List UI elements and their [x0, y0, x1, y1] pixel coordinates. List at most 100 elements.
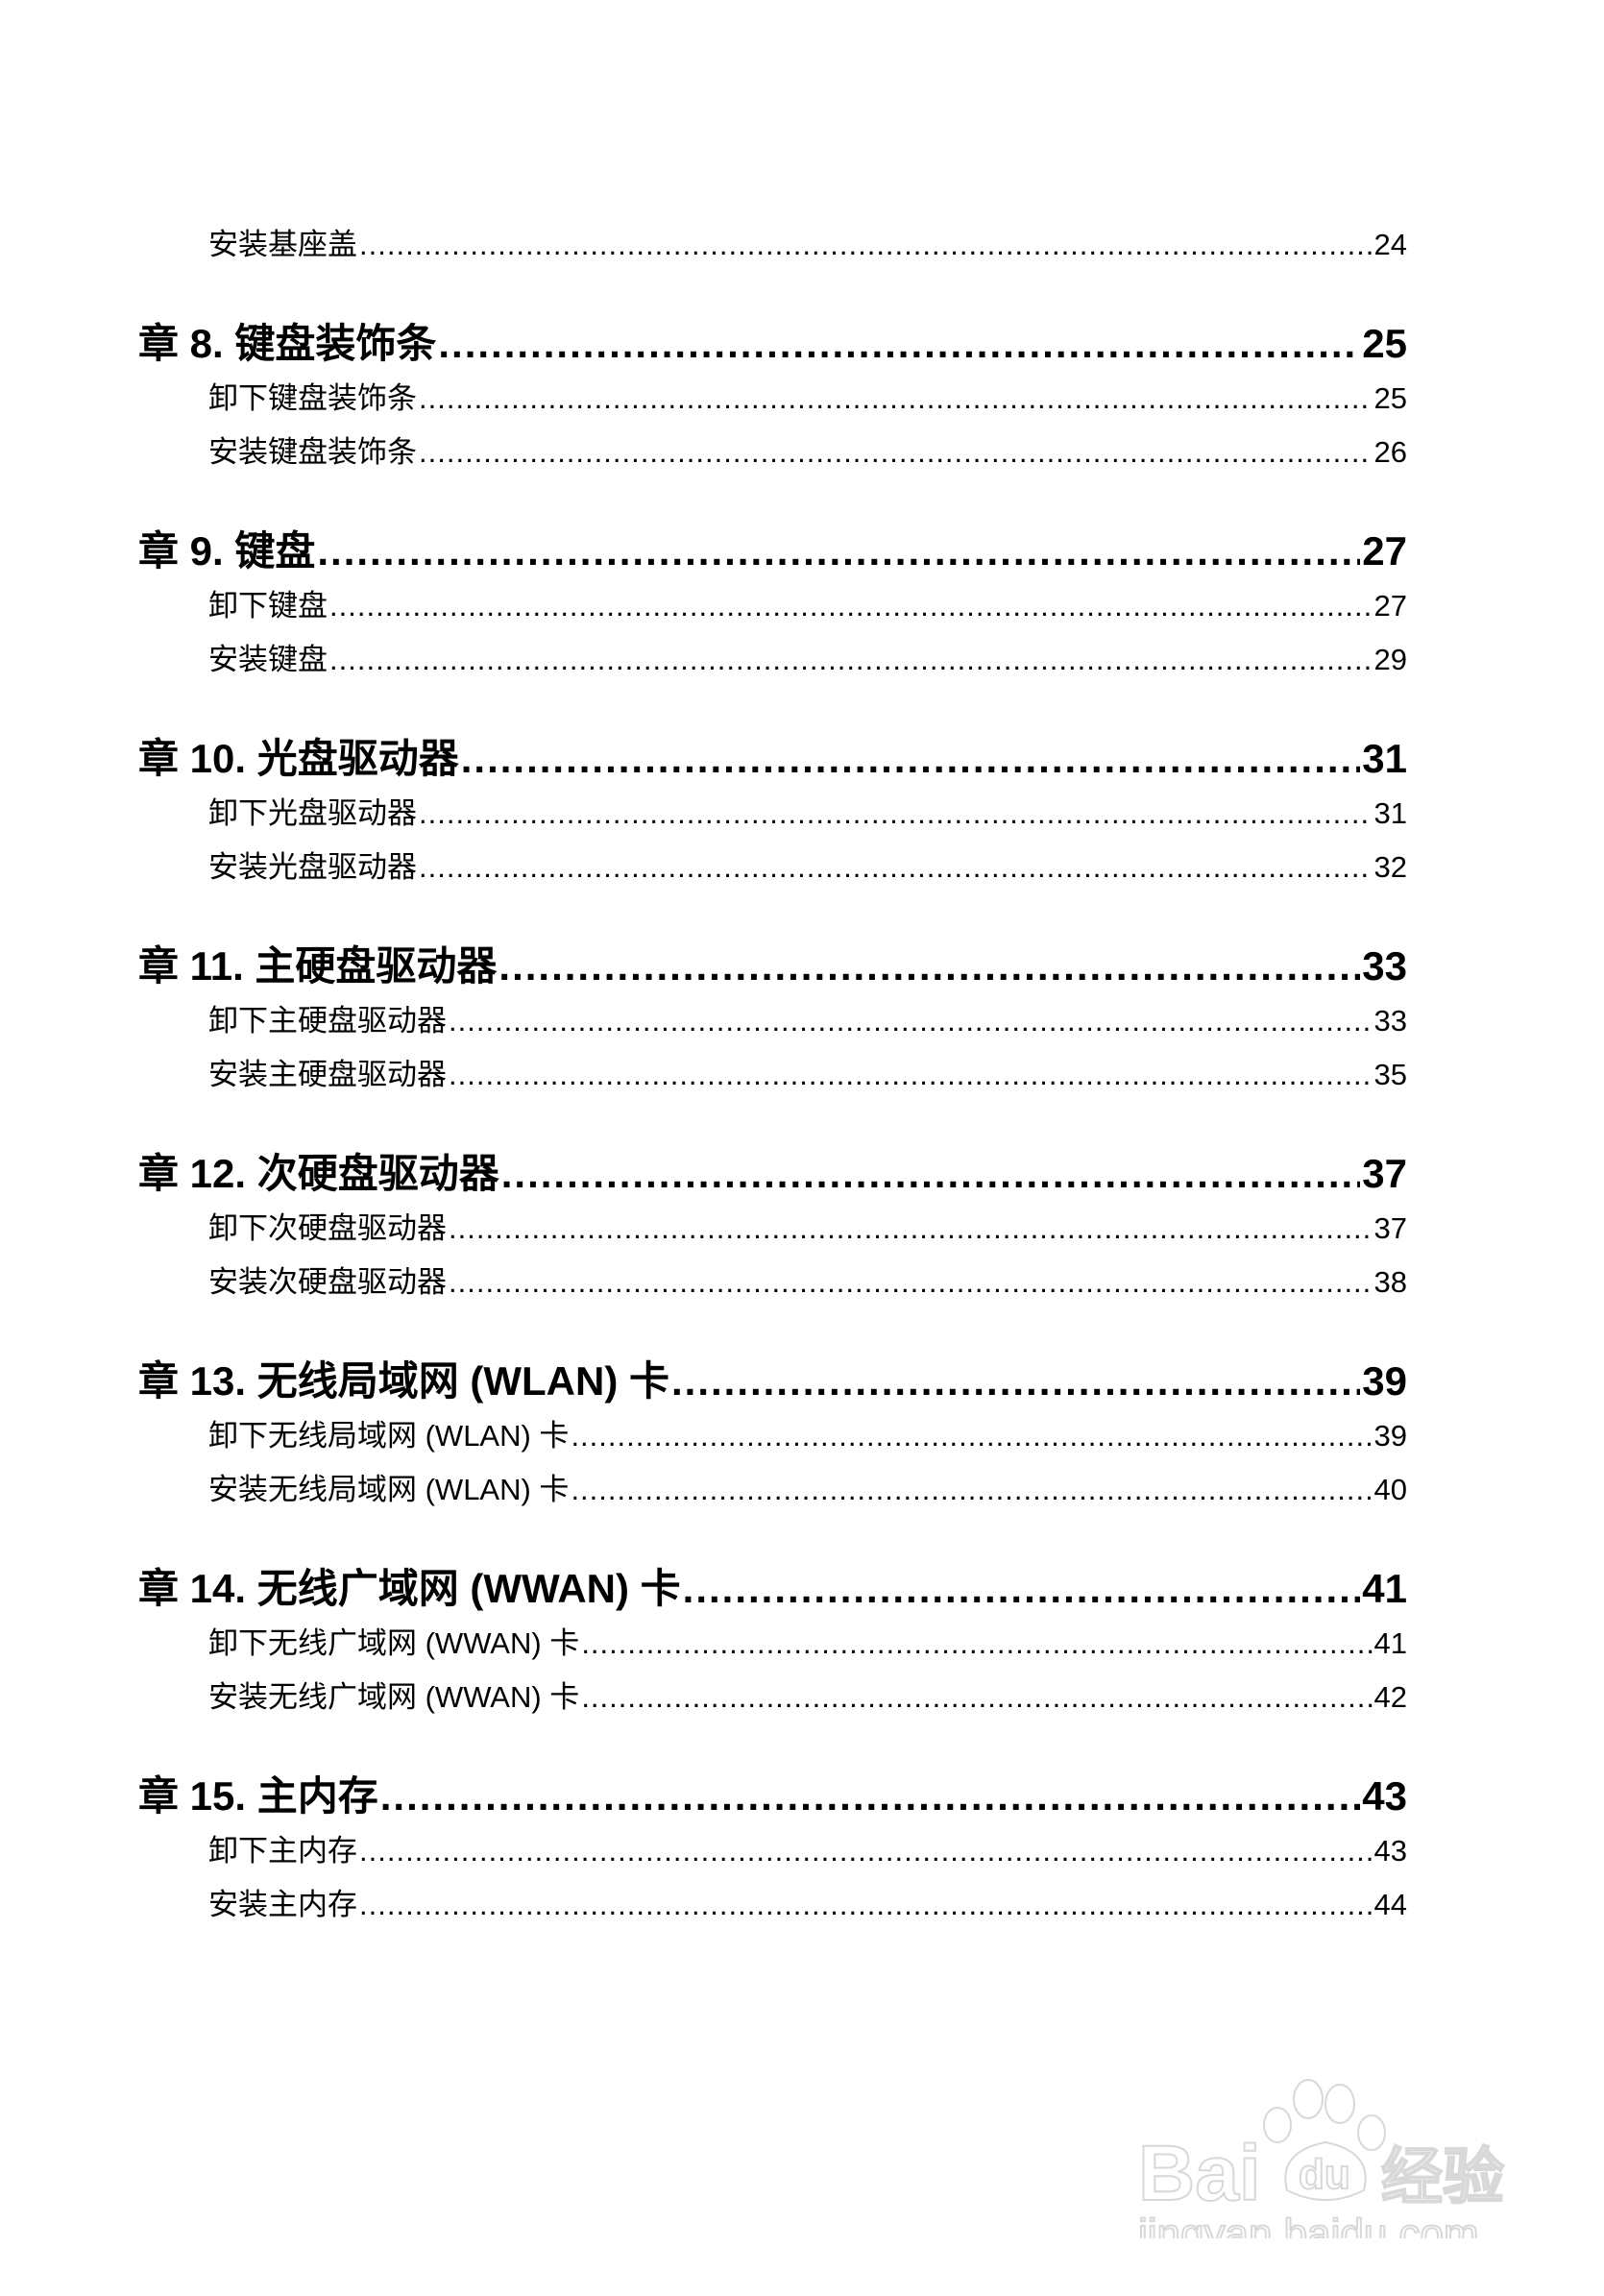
- entry-title: 卸下主内存: [208, 1834, 357, 1868]
- dot-leader: [671, 1354, 1360, 1409]
- toc-section-entry[interactable]: 安装主内存 44: [0, 1878, 1407, 1932]
- entry-title: 安装键盘: [208, 643, 328, 676]
- toc-section-entry[interactable]: 卸下键盘 27: [0, 579, 1407, 633]
- entry-title: 安装无线局域网 (WLAN) 卡: [208, 1473, 570, 1506]
- dot-leader: [449, 1048, 1373, 1102]
- entry-title: 安装主硬盘驱动器: [208, 1058, 447, 1091]
- toc-chapter-entry[interactable]: 章 13. 无线局域网 (WLAN) 卡 39: [0, 1354, 1407, 1409]
- dot-leader: [438, 316, 1360, 372]
- dot-leader: [581, 1671, 1372, 1724]
- toc-chapter-entry[interactable]: 章 9. 键盘 27: [0, 524, 1407, 579]
- entry-title: 安装主内存: [208, 1888, 357, 1921]
- watermark-url: jingyan.baidu.com: [1136, 2211, 1479, 2238]
- toc-section-entry[interactable]: 卸下无线局域网 (WLAN) 卡 39: [0, 1409, 1407, 1463]
- toc-section-entry[interactable]: 安装键盘装饰条 26: [0, 426, 1407, 479]
- entry-title: 章 12. 次硬盘驱动器: [138, 1151, 499, 1196]
- entry-title: 章 15. 主内存: [138, 1773, 378, 1819]
- toc-section-entry[interactable]: 安装键盘 29: [0, 633, 1407, 687]
- page-number: 43: [1373, 1834, 1407, 1868]
- toc-section-entry[interactable]: 安装基座盖 24: [0, 218, 1407, 272]
- dot-leader: [449, 1202, 1373, 1256]
- page-number: 27: [1373, 589, 1407, 623]
- entry-title: 安装光盘驱动器: [208, 850, 417, 884]
- dot-leader: [380, 1769, 1361, 1824]
- toc-section-entry[interactable]: 安装光盘驱动器 32: [0, 841, 1407, 894]
- toc-section-entry[interactable]: 卸下主硬盘驱动器 33: [0, 994, 1407, 1048]
- svg-text:du: du: [1299, 2151, 1350, 2198]
- page-number: 43: [1362, 1773, 1407, 1819]
- toc-section-entry[interactable]: 卸下键盘装饰条 25: [0, 372, 1407, 426]
- dot-leader: [329, 633, 1373, 687]
- page-number: 31: [1373, 796, 1407, 830]
- toc-section-entry[interactable]: 安装主硬盘驱动器 35: [0, 1048, 1407, 1102]
- entry-title: 卸下键盘装饰条: [208, 381, 417, 415]
- entry-title: 卸下光盘驱动器: [208, 796, 417, 830]
- toc-section-entry[interactable]: 卸下主内存 43: [0, 1824, 1407, 1878]
- page-number: 25: [1362, 321, 1407, 366]
- dot-leader: [461, 731, 1361, 787]
- dot-leader: [449, 994, 1373, 1048]
- entry-title: 安装键盘装饰条: [208, 435, 417, 469]
- page-number: 25: [1373, 381, 1407, 415]
- page-number: 26: [1373, 435, 1407, 469]
- entry-title: 卸下主硬盘驱动器: [208, 1004, 447, 1038]
- page-number: 40: [1373, 1473, 1407, 1506]
- toc-section-entry[interactable]: 卸下次硬盘驱动器 37: [0, 1202, 1407, 1256]
- page-number: 44: [1373, 1888, 1407, 1921]
- table-of-contents: 安装基座盖 24 章 8. 键盘装饰条 25 卸下键盘装饰条 25 安装键盘装饰条 26 章 9…: [0, 218, 1604, 1932]
- entry-title: 安装基座盖: [208, 228, 357, 261]
- dot-leader: [419, 787, 1373, 841]
- entry-title: 章 11. 主硬盘驱动器: [138, 943, 498, 989]
- page-number: 31: [1362, 736, 1407, 781]
- toc-chapter-entry[interactable]: 章 12. 次硬盘驱动器 37: [0, 1146, 1407, 1202]
- dot-leader: [359, 218, 1373, 272]
- page-number: 39: [1362, 1358, 1407, 1404]
- dot-leader: [581, 1617, 1372, 1671]
- page-number: 33: [1362, 943, 1407, 989]
- toc-section-entry[interactable]: 安装次硬盘驱动器 38: [0, 1256, 1407, 1309]
- page-number: 39: [1373, 1419, 1407, 1453]
- page-number: 27: [1362, 528, 1407, 574]
- dot-leader: [571, 1409, 1372, 1463]
- toc-section-entry[interactable]: 安装无线广域网 (WWAN) 卡 42: [0, 1671, 1407, 1724]
- page-number: 38: [1373, 1265, 1407, 1299]
- watermark-logo-cn: 经验: [1381, 2142, 1504, 2213]
- entry-title: 章 13. 无线局域网 (WLAN) 卡: [138, 1358, 669, 1404]
- dot-leader: [419, 426, 1373, 479]
- page-number: 29: [1373, 643, 1407, 676]
- page-number: 42: [1373, 1680, 1407, 1714]
- dot-leader: [683, 1561, 1361, 1617]
- dot-leader: [329, 579, 1373, 633]
- entry-title: 章 10. 光盘驱动器: [138, 736, 459, 781]
- toc-chapter-entry[interactable]: 章 15. 主内存 43: [0, 1769, 1407, 1824]
- toc-chapter-entry[interactable]: 章 10. 光盘驱动器 31: [0, 731, 1407, 787]
- dot-leader: [359, 1878, 1373, 1932]
- dot-leader: [449, 1256, 1373, 1309]
- toc-chapter-entry[interactable]: 章 8. 键盘装饰条 25: [0, 316, 1407, 372]
- dot-leader: [498, 939, 1360, 994]
- toc-chapter-entry[interactable]: 章 11. 主硬盘驱动器 33: [0, 939, 1407, 994]
- toc-chapter-entry[interactable]: 章 14. 无线广域网 (WWAN) 卡 41: [0, 1561, 1407, 1617]
- toc-section-entry[interactable]: 卸下无线广域网 (WWAN) 卡 41: [0, 1617, 1407, 1671]
- toc-section-entry[interactable]: 安装无线局域网 (WLAN) 卡 40: [0, 1463, 1407, 1517]
- entry-title: 安装次硬盘驱动器: [208, 1265, 447, 1299]
- watermark-logo-text: Bai: [1138, 2130, 1261, 2217]
- page-number: 41: [1373, 1626, 1407, 1660]
- entry-title: 安装无线广域网 (WWAN) 卡: [208, 1680, 580, 1714]
- page-number: 35: [1373, 1058, 1407, 1091]
- entry-title: 卸下次硬盘驱动器: [208, 1211, 447, 1245]
- page-number: 33: [1373, 1004, 1407, 1038]
- dot-leader: [571, 1463, 1372, 1517]
- entry-title: 卸下无线局域网 (WLAN) 卡: [208, 1419, 570, 1453]
- toc-section-entry[interactable]: 卸下光盘驱动器 31: [0, 787, 1407, 841]
- page-number: 41: [1362, 1566, 1407, 1611]
- page-number: 24: [1373, 228, 1407, 261]
- dot-leader: [317, 524, 1360, 579]
- baidu-jingyan-watermark: Bai du 经验 jingyan.baidu.com: [1135, 2079, 1505, 2238]
- dot-leader: [359, 1824, 1373, 1878]
- page-number: 32: [1373, 850, 1407, 884]
- dot-leader: [501, 1146, 1361, 1202]
- entry-title: 章 8. 键盘装饰条: [138, 321, 437, 366]
- entry-title: 章 14. 无线广域网 (WWAN) 卡: [138, 1566, 681, 1611]
- page-number: 37: [1373, 1211, 1407, 1245]
